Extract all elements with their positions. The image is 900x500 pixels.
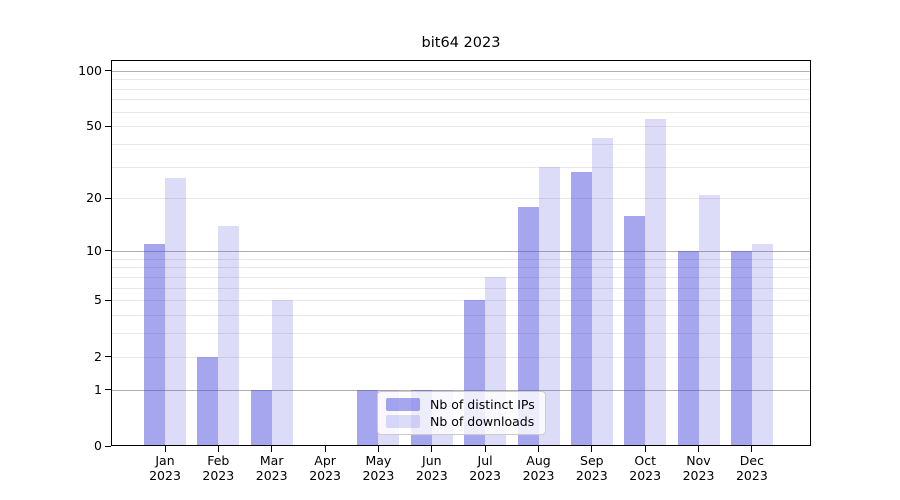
ytick-label-0: 0 bbox=[94, 438, 102, 453]
bar-downloads-mar bbox=[271, 300, 293, 446]
ytick-label-100: 100 bbox=[78, 62, 102, 78]
xtick-nov bbox=[698, 446, 699, 452]
gridline-major-10 bbox=[112, 250, 810, 252]
ytick-label-20: 20 bbox=[86, 190, 102, 206]
ytick-10 bbox=[105, 250, 111, 252]
ytick-0 bbox=[105, 445, 111, 447]
bar-distinct-ips-dec bbox=[730, 250, 752, 446]
gridline-major-100 bbox=[112, 70, 810, 72]
ytick-label-50: 50 bbox=[86, 118, 102, 134]
gridline-minor-70 bbox=[112, 99, 810, 101]
xtick-feb bbox=[217, 446, 219, 452]
ytick-label-1: 1 bbox=[94, 381, 102, 397]
xtick-label-jul: Jul 2023 bbox=[469, 453, 501, 483]
gridline-minor-3 bbox=[112, 333, 810, 335]
chart-title: bit64 2023 bbox=[421, 35, 501, 51]
legend-swatch-distinct-ips bbox=[386, 398, 420, 411]
xtick-label-jan: Jan 2023 bbox=[149, 453, 181, 483]
axes-frame bbox=[111, 60, 811, 446]
xtick-jan bbox=[164, 446, 166, 452]
gridline-minor-7 bbox=[112, 276, 810, 278]
ytick-50 bbox=[105, 125, 111, 127]
bar-distinct-ips-jan bbox=[144, 243, 165, 446]
xtick-apr bbox=[324, 446, 326, 452]
legend-entry-distinct-ips: Nb of distinct IPs bbox=[386, 396, 537, 413]
ytick-label-10: 10 bbox=[86, 242, 102, 258]
bar-distinct-ips-feb bbox=[197, 356, 219, 446]
xtick-label-apr: Apr 2023 bbox=[309, 453, 341, 483]
bar-downloads-oct bbox=[645, 118, 667, 446]
xtick-dec bbox=[751, 446, 753, 452]
bar-distinct-ips-may bbox=[357, 389, 379, 446]
gridline-minor-5 bbox=[112, 300, 810, 302]
legend-label-downloads: Nb of downloads bbox=[430, 414, 535, 429]
xtick-label-sep: Sep 2023 bbox=[575, 453, 608, 483]
bar-downloads-feb bbox=[218, 225, 240, 446]
gridline-minor-60 bbox=[112, 111, 810, 113]
xtick-mar bbox=[271, 446, 273, 452]
xtick-label-aug: Aug 2023 bbox=[522, 453, 555, 483]
gridline-minor-40 bbox=[112, 143, 810, 145]
xtick-aug bbox=[538, 446, 539, 452]
legend-label-distinct-ips: Nb of distinct IPs bbox=[430, 397, 535, 412]
gridline-minor-20 bbox=[112, 198, 810, 200]
xtick-label-dec: Dec 2023 bbox=[735, 453, 768, 483]
gridline-minor-8 bbox=[112, 267, 810, 269]
ytick-5 bbox=[105, 299, 111, 301]
gridline-minor-6 bbox=[112, 287, 810, 289]
bar-distinct-ips-aug bbox=[517, 206, 539, 446]
bar-distinct-ips-nov bbox=[677, 250, 699, 446]
xtick-jun bbox=[431, 446, 433, 452]
xtick-label-nov: Nov 2023 bbox=[682, 453, 715, 483]
xtick-oct bbox=[644, 446, 646, 452]
bar-distinct-ips-oct bbox=[624, 215, 646, 446]
xtick-label-mar: Mar 2023 bbox=[255, 453, 288, 483]
xtick-may bbox=[377, 446, 379, 452]
gridline-minor-2 bbox=[112, 356, 810, 358]
bar-distinct-ips-mar bbox=[250, 389, 272, 446]
gridline-major-1 bbox=[112, 389, 810, 391]
legend: Nb of distinct IPs Nb of downloads bbox=[377, 391, 546, 435]
gridline-minor-50 bbox=[112, 126, 810, 128]
gridline-minor-30 bbox=[112, 166, 810, 168]
gridline-minor-4 bbox=[112, 315, 810, 317]
ytick-1 bbox=[105, 389, 111, 391]
xtick-label-may: May 2023 bbox=[362, 453, 395, 483]
xtick-label-oct: Oct 2023 bbox=[629, 453, 662, 483]
legend-entry-downloads: Nb of downloads bbox=[386, 413, 537, 430]
xtick-sep bbox=[591, 446, 593, 452]
gridline-minor-80 bbox=[112, 88, 810, 90]
ytick-label-5: 5 bbox=[94, 292, 102, 308]
bar-downloads-jan bbox=[165, 177, 186, 446]
ytick-2 bbox=[105, 356, 111, 358]
bar-downloads-sep bbox=[591, 138, 613, 446]
bar-downloads-aug bbox=[538, 166, 560, 446]
ytick-100 bbox=[105, 70, 111, 72]
ytick-20 bbox=[105, 197, 111, 199]
bar-distinct-ips-sep bbox=[570, 172, 592, 446]
legend-swatch-downloads bbox=[386, 415, 420, 428]
ytick-label-2: 2 bbox=[94, 348, 102, 364]
xtick-jul bbox=[484, 446, 486, 452]
gridline-minor-9 bbox=[112, 258, 810, 260]
xtick-label-jun: Jun 2023 bbox=[415, 453, 448, 483]
bar-downloads-dec bbox=[751, 243, 773, 446]
bar-downloads-nov bbox=[698, 194, 720, 446]
gridline-minor-90 bbox=[112, 79, 810, 80]
xtick-label-feb: Feb 2023 bbox=[202, 453, 235, 483]
